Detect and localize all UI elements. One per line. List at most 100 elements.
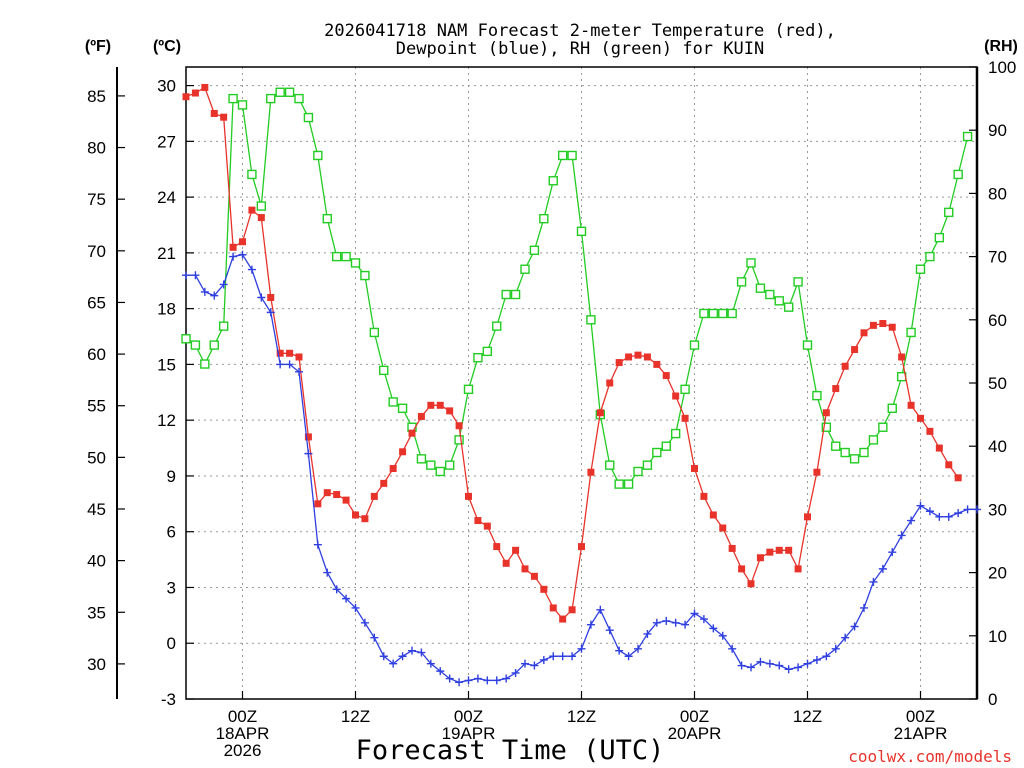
rh-point [473,353,483,363]
dewpoint-point [718,631,727,640]
dewpoint-point [634,644,642,653]
dewpoint-point [539,655,548,664]
temperature-point [239,238,246,246]
dewpoint-point [182,271,190,280]
rh-point [444,460,455,470]
dewpoint-point [860,603,868,612]
rh-point [614,479,624,489]
rh-point [774,296,784,306]
rh-point [670,428,681,439]
dewpoint-point [624,652,633,661]
rh-point [492,321,502,331]
fahrenheit-tick-label: 55 [87,397,106,416]
temperature-point [333,491,341,499]
rh-point [783,302,794,312]
dewpoint-point [916,501,925,510]
temperature-point [540,585,548,593]
dewpoint-point [210,291,219,300]
rh-point [397,403,408,413]
dewpoint-point [925,507,934,516]
dewpoint-point [502,674,511,683]
temperature-point [615,359,623,367]
x-tick-label: 12Z [793,707,822,726]
rh-point [821,422,832,432]
fahrenheit-tick-label: 40 [87,552,106,571]
rh-point [887,403,897,413]
temperature-point [408,429,416,437]
temperature-point [728,544,736,552]
temperature-point [220,113,228,121]
temperature-point [860,329,868,337]
temperature-point [465,492,472,500]
rh-point [463,384,474,395]
dewpoint-point [869,577,878,586]
temperature-point [436,401,444,409]
fahrenheit-tick-label: 30 [87,655,106,674]
temperature-point [785,546,793,554]
rh-tick-label: 90 [988,121,1007,140]
temperature-point [474,517,482,525]
rh-point [849,454,860,464]
rh-point [915,264,926,274]
dewpoint-point [191,271,200,280]
gridlines [186,67,977,699]
temperature-point [879,320,887,328]
temperature-point [794,565,802,573]
dewpoint-point [304,449,313,458]
rh-point [689,340,700,350]
rh-point [360,270,370,281]
rh-point [284,87,295,97]
dewpoint-point [907,516,916,525]
dewpoint-point [483,676,492,685]
dewpoint-point [455,678,464,687]
rh-tick-label: 10 [988,627,1007,646]
temperature-point [210,109,218,117]
rh-point [388,397,398,407]
rh-point [218,321,229,331]
rh-point [520,264,530,274]
temperature-point [898,353,906,361]
dewpoint-point [831,644,840,653]
temperature-point [323,489,331,497]
dewpoint-point [586,620,595,629]
rh-point [642,460,653,470]
dewpoint-point [812,655,821,664]
plot-frame [185,66,978,700]
dewpoint-point [313,540,322,549]
rh-tick-label: 40 [988,437,1007,456]
celsius-tick-label: 21 [157,244,176,263]
temperature-point [756,554,764,562]
temperature-point [747,580,755,588]
dewpoint-point [219,280,228,289]
temperature-point [888,323,896,331]
dewpoint-point [671,618,680,627]
temperature-point [596,409,604,417]
rh-point [708,308,719,319]
temperature-point [841,362,849,370]
fahrenheit-tick-label: 80 [87,139,106,158]
rh-point [539,213,549,224]
rh-point [228,93,238,104]
celsius-tick-label: 3 [167,578,176,597]
dewpoint-point [577,644,586,653]
celsius-tick-label: -3 [161,690,176,709]
dewpoint-point [229,252,238,261]
temperature-point [276,349,284,357]
rh-point [727,308,737,319]
dewpoint-point [276,360,285,369]
temperature-point [399,448,407,456]
rh-point [200,359,210,369]
temperature-point [417,412,425,420]
temperature-point [681,414,689,422]
rh-point [341,251,351,262]
dewpoint-point [794,663,803,672]
rh-point [859,447,869,458]
celsius-tick-label: 27 [157,132,176,151]
rh-point [680,384,690,395]
fahrenheit-tick-label: 75 [87,190,106,209]
celsius-tick-label: 30 [157,77,176,96]
celsius-unit-label: (ºC) [153,38,181,55]
dewpoint-line [186,253,977,683]
dewpoint-point [973,505,981,514]
